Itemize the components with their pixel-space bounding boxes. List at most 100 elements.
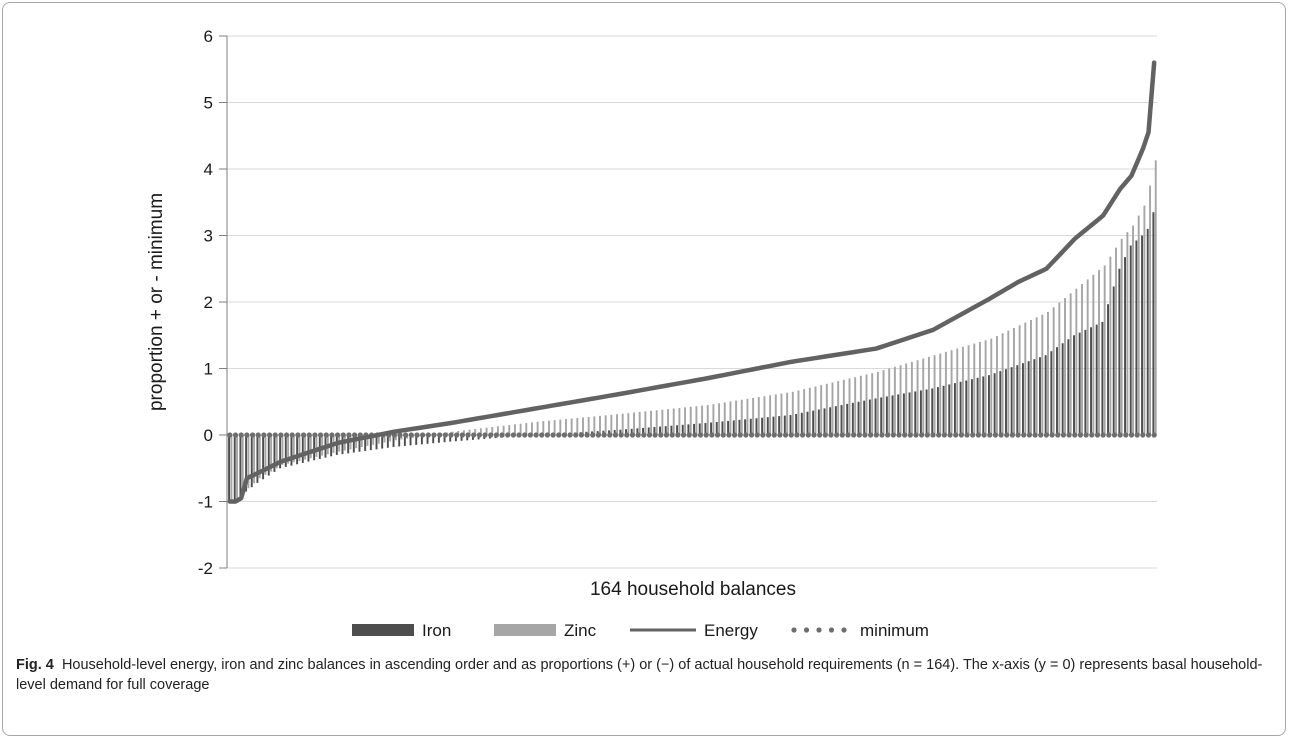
minimum-dot <box>448 432 454 438</box>
zinc-bar <box>780 393 783 435</box>
zinc-bar <box>270 435 273 472</box>
zinc-bar <box>984 340 987 435</box>
zinc-bar <box>1086 279 1089 435</box>
zinc-bar <box>667 409 670 435</box>
iron-bar <box>290 435 293 466</box>
iron-bar <box>1095 324 1098 435</box>
minimum-dot <box>794 432 800 438</box>
zinc-bar <box>701 405 704 435</box>
iron-bar <box>715 421 718 435</box>
minimum-dot <box>919 432 925 438</box>
minimum-dot <box>1009 432 1015 438</box>
zinc-bar <box>547 420 550 435</box>
minimum-dot <box>306 432 312 438</box>
minimum-dot <box>420 432 426 438</box>
zinc-bar <box>791 391 794 435</box>
iron-bar <box>426 435 429 444</box>
zinc-bar <box>655 410 658 435</box>
zinc-bar <box>933 355 936 435</box>
zinc-bar <box>281 435 284 465</box>
zinc-bar <box>1092 274 1095 435</box>
iron-bars <box>228 212 1155 502</box>
minimum-dot <box>573 432 579 438</box>
minimum-dot <box>930 432 936 438</box>
iron-bar <box>619 429 622 435</box>
iron-bar <box>415 435 418 445</box>
iron-bar <box>267 435 270 476</box>
zinc-bar <box>922 358 925 435</box>
zinc-bar <box>553 420 556 435</box>
zinc-bar <box>1149 185 1152 435</box>
iron-bar <box>885 396 888 435</box>
iron-bar <box>1141 235 1144 435</box>
iron-bar <box>375 435 378 450</box>
iron-bar <box>409 435 412 446</box>
minimum-dot <box>669 432 675 438</box>
zinc-bar <box>604 415 607 435</box>
zinc-bar <box>360 435 363 448</box>
zinc-bar <box>536 421 539 435</box>
legend-swatch-zinc <box>494 624 556 636</box>
zinc-bar <box>491 427 494 435</box>
minimum-dot <box>754 432 760 438</box>
zinc-bar <box>1041 314 1044 435</box>
minimum-dot <box>834 432 840 438</box>
zinc-bar <box>956 348 959 435</box>
iron-bar <box>301 435 304 463</box>
zinc-bar <box>825 383 828 435</box>
zinc-bar <box>944 351 947 435</box>
iron-bar <box>976 377 979 435</box>
minimum-dot <box>584 432 590 438</box>
iron-bar <box>874 398 877 435</box>
minimum-dot <box>527 432 533 438</box>
zinc-bar <box>253 435 256 484</box>
zinc-bar <box>961 346 964 435</box>
minimum-dot <box>1072 432 1078 438</box>
zinc-bar <box>786 392 789 435</box>
iron-bar <box>642 427 644 435</box>
zinc-bar <box>377 435 380 444</box>
iron-bar <box>800 412 803 435</box>
zinc-bar <box>587 416 590 435</box>
minimum-dot <box>499 432 505 438</box>
iron-bar <box>897 394 900 435</box>
zinc-bar <box>876 371 879 435</box>
minimum-dot <box>351 432 358 438</box>
zinc-bar <box>888 368 891 435</box>
iron-bar <box>1067 339 1070 435</box>
iron-bar <box>908 392 911 435</box>
zinc-bar <box>706 405 709 435</box>
minimum-dot <box>272 432 278 438</box>
iron-bar <box>863 400 866 435</box>
iron-bar <box>948 384 951 435</box>
iron-bar <box>789 415 792 435</box>
chart: -2 -1 0 1 2 3 4 5 6 proportion + or - minimum 16… <box>146 27 1157 640</box>
minimum-dot <box>998 432 1004 438</box>
minimum-dot <box>510 432 516 438</box>
iron-bar <box>778 416 781 435</box>
minimum-dot <box>953 432 959 438</box>
minimum-dot <box>1145 432 1152 438</box>
iron-bar <box>1152 212 1155 435</box>
iron-bar <box>993 373 996 435</box>
minimum-dot <box>459 432 465 438</box>
iron-bar <box>1101 321 1104 435</box>
zinc-bar <box>321 435 324 456</box>
minimum-dot <box>981 432 987 438</box>
iron-bar <box>919 390 922 435</box>
minimum-dot <box>658 432 664 438</box>
minimum-dot <box>709 432 715 438</box>
figure-caption-text: Household-level energy, iron and zinc ba… <box>16 657 1263 693</box>
iron-bar <box>647 427 650 435</box>
minimum-dot <box>777 432 783 438</box>
iron-bar <box>1078 332 1081 435</box>
zinc-bar <box>292 435 295 463</box>
minimum-dot <box>902 432 908 438</box>
zinc-bar <box>1075 288 1078 435</box>
zinc-bar <box>695 406 698 435</box>
zinc-bar <box>1035 317 1038 435</box>
minimum-dot <box>851 432 857 438</box>
minimum-dot <box>1111 432 1118 438</box>
minimum-dot <box>731 432 738 438</box>
iron-bar <box>942 385 945 435</box>
